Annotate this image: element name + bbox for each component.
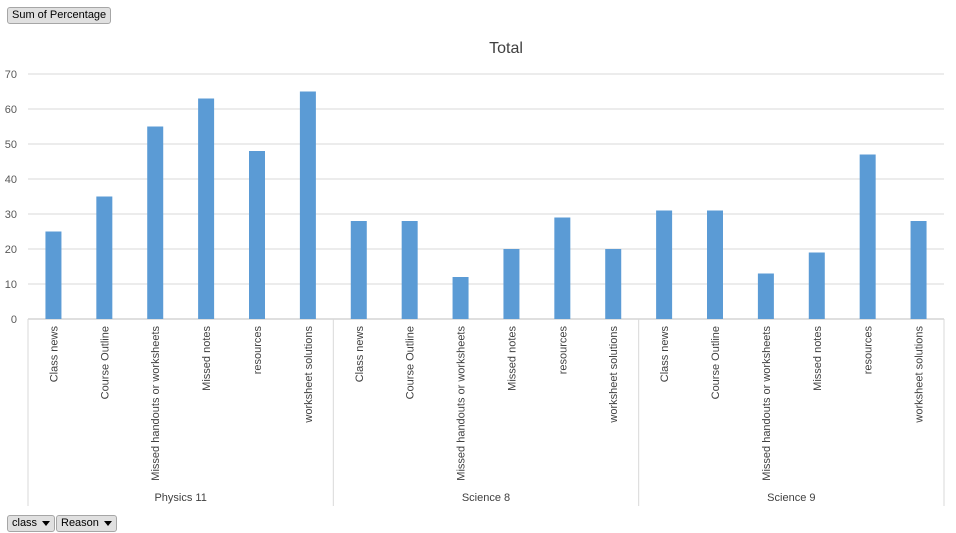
bar [249, 151, 265, 319]
bar [452, 277, 469, 319]
x-tick-label: Course Outline [99, 326, 111, 399]
x-tick-label: Missed notes [506, 326, 518, 391]
bar [859, 154, 876, 319]
y-tick-label: 10 [5, 279, 17, 291]
x-tick-label: worksheet solutions [303, 326, 315, 424]
y-tick-label: 50 [5, 139, 17, 151]
x-tick-label: worksheet solutions [914, 326, 926, 424]
x-tick-label: resources [252, 326, 264, 375]
bar [96, 196, 113, 319]
x-tick-label: resources [863, 326, 875, 375]
bar [757, 273, 774, 319]
class-field-label: class [12, 517, 38, 529]
reason-field-label: Reason [61, 517, 99, 529]
bar [707, 210, 723, 319]
group-label: Physics 11 [154, 492, 206, 504]
chart-title: Total [489, 40, 523, 57]
x-axis: Class news Course Outline Missed handouts … [48, 326, 925, 481]
x-tick-label: Missed handouts or worksheets [761, 326, 773, 481]
x-tick-label: Class news [659, 326, 671, 383]
y-tick-label: 30 [5, 209, 17, 221]
reason-field-button[interactable]: Reason [56, 515, 117, 532]
x-tick-label: Missed notes [201, 326, 213, 391]
bar [299, 91, 316, 319]
x-tick-label: Class news [354, 326, 366, 383]
x-tick-label: Course Outline [405, 326, 417, 399]
y-tick-label: 20 [5, 244, 17, 256]
value-field-button[interactable]: Sum of Percentage [7, 7, 112, 24]
class-field-button[interactable]: class [7, 515, 56, 532]
x-tick-label: Missed handouts or worksheets [456, 326, 468, 481]
bar [401, 221, 418, 319]
chevron-down-icon [103, 521, 112, 526]
y-tick-label: 70 [5, 69, 17, 81]
grid [28, 73, 944, 320]
y-tick-label: 0 [11, 314, 17, 326]
x-tick-label: Missed notes [812, 326, 824, 391]
chevron-down-icon [42, 521, 51, 526]
y-tick-label: 40 [5, 174, 17, 186]
bar [656, 210, 673, 319]
bar [605, 249, 622, 319]
y-tick-label: 60 [5, 104, 17, 116]
bar [503, 249, 520, 319]
group-label: Science 8 [462, 492, 510, 504]
x-tick-label: worksheet solutions [608, 326, 620, 424]
x-tick-label: resources [557, 326, 569, 375]
bar [910, 221, 927, 319]
group-axis: Physics 11 Science 8 Science 9 [27, 319, 945, 506]
x-tick-label: Class news [48, 326, 60, 383]
bar [350, 221, 367, 319]
y-axis: 0 10 20 30 40 50 60 70 [5, 69, 17, 326]
group-label: Science 9 [767, 492, 815, 504]
bar [147, 126, 164, 319]
bar [808, 252, 825, 319]
x-tick-label: Course Outline [710, 326, 722, 399]
bars [45, 91, 927, 319]
bar [45, 231, 62, 319]
bar [198, 98, 215, 319]
x-tick-label: Missed handouts or worksheets [150, 326, 162, 481]
bar [554, 217, 571, 319]
